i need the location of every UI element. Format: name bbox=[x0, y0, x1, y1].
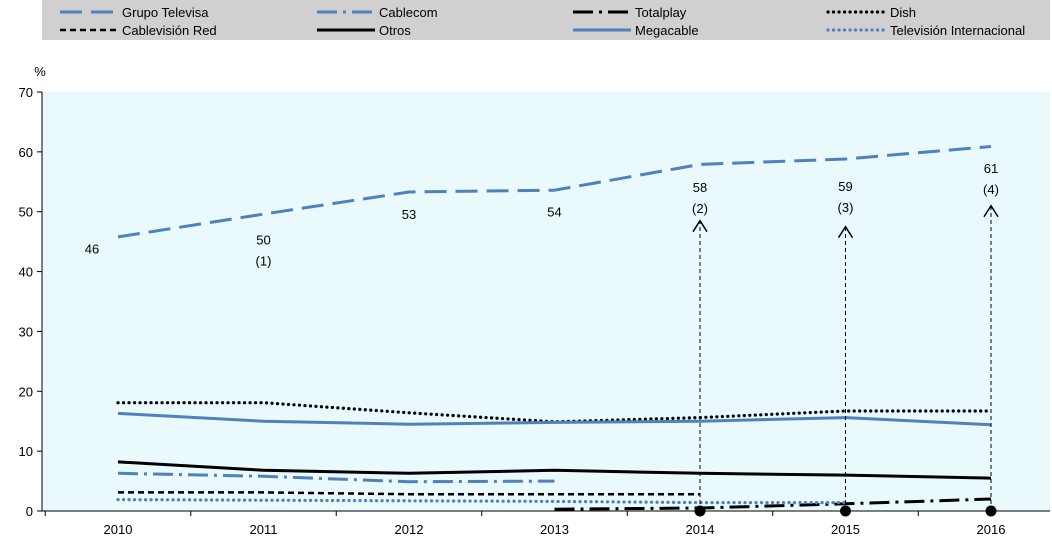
series-line-totalplay bbox=[554, 497, 992, 511]
y-tick-label: 40 bbox=[19, 265, 33, 280]
data-label-2011: 50 (1) bbox=[256, 233, 272, 269]
x-axis: 2010 2011 2012 2013 2014 2015 2016 bbox=[42, 510, 1050, 537]
legend-label-dish: Dish bbox=[890, 5, 916, 20]
data-label-line: (4) bbox=[983, 182, 999, 197]
x-tick-label: 2016 bbox=[977, 522, 1006, 537]
legend-background bbox=[42, 0, 1050, 40]
series-line-cablecom bbox=[117, 471, 555, 484]
annotation-marker bbox=[985, 505, 997, 517]
data-label-line: 61 bbox=[984, 161, 998, 176]
legend-label-otros: Otros bbox=[379, 23, 411, 38]
y-tick-label: 0 bbox=[26, 504, 33, 519]
data-label-2012: 53 bbox=[402, 207, 416, 222]
data-label-2014: 58 (2) bbox=[692, 180, 708, 216]
series-line-grupo-televisa bbox=[117, 145, 992, 239]
legend-label-cablecom: Cablecom bbox=[379, 5, 438, 20]
legend-label-cablevision-red: Cablevisión Red bbox=[122, 23, 217, 38]
data-label-line: 54 bbox=[547, 205, 561, 220]
data-label-line: 59 bbox=[838, 179, 852, 194]
data-label-line: 50 bbox=[256, 233, 270, 248]
y-tick-label: 10 bbox=[19, 444, 33, 459]
x-tick-label: 2015 bbox=[831, 522, 860, 537]
data-label-line: 53 bbox=[402, 207, 416, 222]
x-tick-label: 2012 bbox=[395, 522, 424, 537]
legend: Grupo Televisa Cablecom Totalplay Dish Cable… bbox=[60, 5, 1025, 38]
legend-label-television-internacional: Televisión Internacional bbox=[890, 23, 1025, 38]
y-tick-label: 50 bbox=[19, 205, 33, 220]
data-label-2013: 54 bbox=[547, 205, 561, 220]
y-axis: 0 10 20 30 40 50 60 70 bbox=[19, 85, 43, 519]
data-label-line: (1) bbox=[256, 254, 272, 269]
data-label-line: 46 bbox=[85, 242, 99, 257]
data-label-2010: 46 bbox=[85, 242, 99, 257]
data-label-2016: 61 (4) bbox=[983, 161, 999, 197]
legend-label-grupo-televisa: Grupo Televisa bbox=[122, 5, 209, 20]
plot-area bbox=[42, 92, 1050, 511]
data-label-2015: 59 (3) bbox=[838, 179, 854, 215]
annotation-arrow-head bbox=[837, 225, 854, 239]
annotation-marker bbox=[840, 505, 851, 517]
legend-label-totalplay: Totalplay bbox=[635, 5, 687, 20]
annotation-arrow-head bbox=[983, 204, 999, 218]
y-tick-label: 60 bbox=[19, 145, 33, 160]
legend-label-megacable: Megacable bbox=[635, 23, 699, 38]
series-line-cablevision-red bbox=[118, 491, 700, 496]
y-axis-label: % bbox=[34, 64, 46, 79]
annotation-marker bbox=[694, 505, 706, 517]
data-label-line: 58 bbox=[693, 180, 707, 195]
x-tick-label: 2010 bbox=[104, 522, 133, 537]
data-label-line: (3) bbox=[838, 200, 854, 215]
annotation-layer bbox=[692, 204, 999, 517]
y-tick-label: 70 bbox=[19, 85, 33, 100]
data-label-line: (2) bbox=[692, 201, 708, 216]
annotation-arrow-head bbox=[692, 219, 708, 233]
y-tick-label: 30 bbox=[19, 324, 33, 339]
x-tick-label: 2013 bbox=[540, 522, 569, 537]
y-tick-label: 20 bbox=[19, 384, 33, 399]
x-tick-label: 2014 bbox=[686, 522, 715, 537]
series-line-television-internacional bbox=[116, 498, 848, 505]
x-tick-label: 2011 bbox=[250, 522, 278, 537]
